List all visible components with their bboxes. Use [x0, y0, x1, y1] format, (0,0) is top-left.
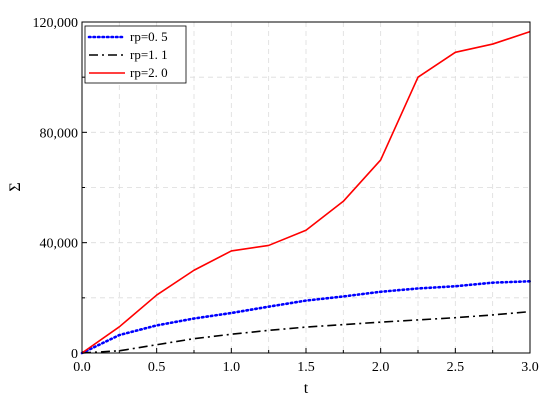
- x-axis-label: t: [304, 380, 309, 397]
- y-tick-label: 40,000: [40, 237, 79, 252]
- legend-label-1: rp=0. 5: [130, 29, 168, 44]
- y-axis-label: Σ: [7, 182, 24, 191]
- legend-label-3: rp=2. 0: [130, 65, 168, 80]
- y-tick-label: 120,000: [33, 16, 79, 31]
- x-tick-label: 3.0: [521, 360, 539, 375]
- y-tick-label: 0: [71, 347, 78, 362]
- legend-label-2: rp=1. 1: [130, 47, 168, 62]
- ticks: 0.0 0.5 1.0 1.5 2.0 2.5 3.0 0 40,000 80,000 120,00…: [33, 16, 539, 375]
- series-line-3: [81, 30, 531, 354]
- x-tick-label: 0.0: [73, 360, 91, 375]
- series-line-2: [81, 310, 531, 354]
- x-tick-label: 1.5: [297, 360, 315, 375]
- x-tick-label: 1.0: [223, 360, 241, 375]
- x-tick-label: 2.5: [447, 360, 465, 375]
- y-tick-label: 80,000: [40, 126, 79, 141]
- x-tick-label: 2.0: [372, 360, 390, 375]
- series-line-1: [80, 279, 532, 355]
- series-lines: [80, 30, 532, 355]
- legend: rp=0. 5 rp=1. 1 rp=2. 0: [84, 25, 187, 84]
- x-tick-label: 0.5: [148, 360, 166, 375]
